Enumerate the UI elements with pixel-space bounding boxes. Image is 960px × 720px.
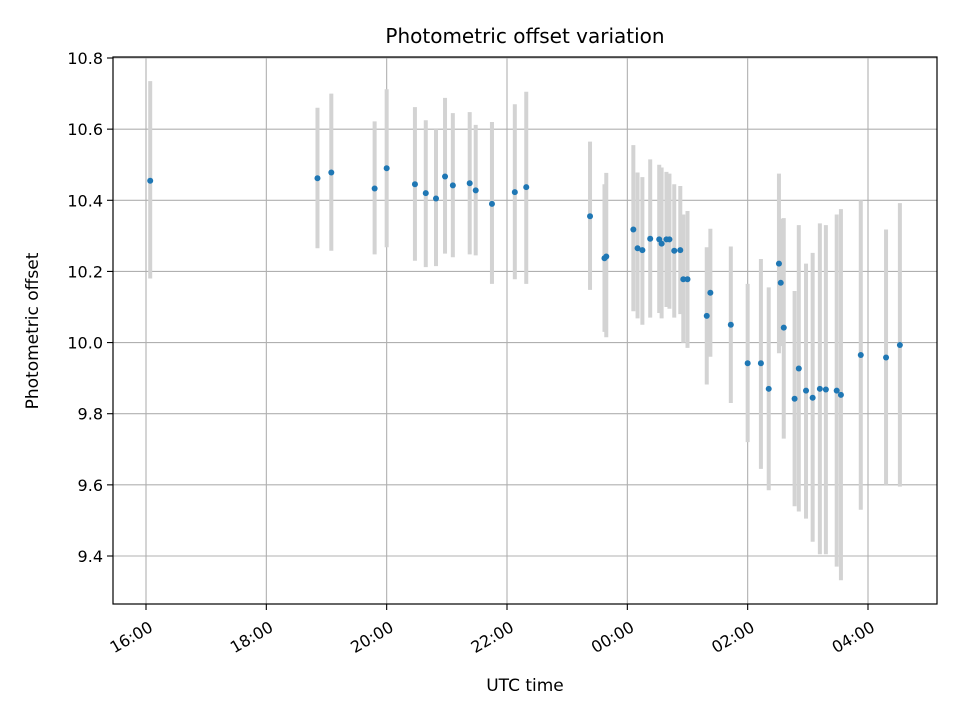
data-point [511, 189, 518, 196]
data-point [587, 213, 594, 220]
data-point [449, 182, 456, 189]
y-tick-label: 10.6 [67, 120, 103, 139]
y-axis: 9.4 9.6 9.8 10.0 10.2 10.4 10.6 10.8 [67, 49, 113, 566]
data-point [837, 391, 844, 398]
data-point [857, 352, 864, 359]
data-point [757, 360, 764, 367]
data-point [703, 312, 710, 319]
data-point [639, 247, 646, 254]
y-tick-label: 10.2 [67, 262, 103, 281]
data-point [780, 324, 787, 331]
data-point [603, 253, 610, 260]
data-point [883, 354, 890, 361]
data-point [442, 173, 449, 180]
data-point [647, 235, 654, 242]
data-point [383, 165, 390, 172]
data-point [488, 200, 495, 207]
data-point [816, 385, 823, 392]
data-point [684, 276, 691, 283]
data-point [822, 386, 829, 393]
chart-title: Photometric offset variation [385, 24, 664, 48]
data-point [658, 240, 665, 247]
data-point [472, 187, 479, 194]
data-point [314, 175, 321, 182]
data-point [744, 360, 751, 367]
data-point [791, 395, 798, 402]
data-point [896, 342, 903, 349]
data-point [147, 177, 154, 184]
data-point [765, 385, 772, 392]
y-tick-label: 9.8 [78, 405, 103, 424]
y-tick-label: 10.8 [67, 49, 103, 68]
data-point [795, 365, 802, 372]
data-point [803, 387, 810, 394]
data-point [422, 190, 429, 197]
data-points [147, 165, 903, 402]
data-point [523, 184, 530, 191]
data-point [777, 279, 784, 286]
y-tick-label: 9.6 [78, 476, 103, 495]
data-point [630, 226, 637, 233]
y-axis-label: Photometric offset [23, 252, 43, 409]
data-point [411, 181, 418, 188]
data-point [433, 195, 440, 202]
data-point [775, 260, 782, 267]
data-point [466, 180, 473, 187]
data-point [833, 387, 840, 394]
data-point [727, 321, 734, 328]
data-point [809, 394, 816, 401]
data-point [680, 276, 687, 283]
y-tick-label: 10.0 [67, 334, 103, 353]
plot-frame [112, 56, 938, 605]
data-point [371, 185, 378, 192]
x-axis-label: UTC time [486, 676, 564, 696]
data-point [707, 289, 714, 296]
y-tick-label: 10.4 [67, 191, 103, 210]
data-point [634, 245, 641, 252]
data-point [666, 236, 673, 243]
data-point [328, 169, 335, 176]
data-point [671, 247, 678, 254]
data-point [677, 247, 684, 254]
y-tick-label: 9.4 [78, 547, 103, 566]
